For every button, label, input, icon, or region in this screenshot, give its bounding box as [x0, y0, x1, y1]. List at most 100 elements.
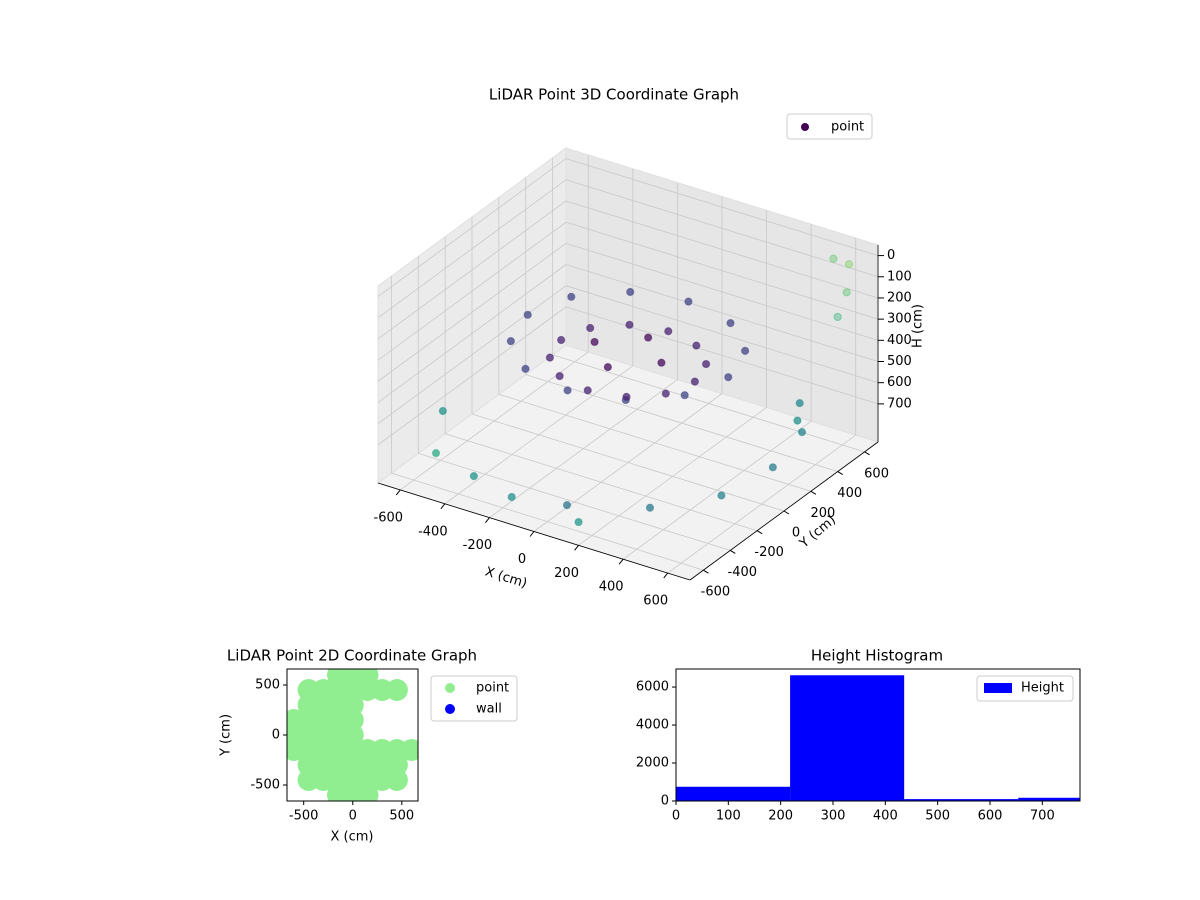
y-tick-label: -200: [754, 545, 784, 560]
grid-line: [565, 179, 879, 278]
point: [833, 312, 842, 322]
point: [657, 358, 666, 367]
x-tick-label: 600: [643, 594, 668, 609]
tick-mark: [485, 517, 490, 523]
grid-line: [471, 413, 785, 512]
tick-mark: [618, 558, 624, 565]
point: [400, 739, 418, 761]
point: [356, 784, 379, 801]
grid-line: [377, 285, 567, 425]
y-tick-label: 0: [792, 526, 800, 541]
point: [469, 472, 478, 481]
grid-line: [565, 285, 879, 384]
point: [431, 449, 441, 458]
point: [590, 337, 599, 347]
x-tick-label: 500: [925, 809, 950, 824]
point: [507, 492, 516, 502]
grid-line: [445, 433, 758, 532]
grid-line: [377, 179, 567, 319]
plot-area: [676, 675, 1080, 801]
grid-line: [377, 243, 567, 382]
grid-line: [565, 264, 879, 362]
point: [680, 391, 689, 400]
x-tick-label: -500: [289, 809, 319, 824]
grid-line: [552, 354, 865, 453]
z-axis-label: H (cm): [911, 304, 926, 348]
x-tick-label: 200: [768, 809, 793, 824]
bar: [904, 799, 1019, 801]
legend-box: [430, 675, 518, 722]
z-tick-label: 0: [887, 248, 895, 263]
legend-marker: [445, 704, 455, 714]
plot-area: [287, 669, 418, 801]
point: [385, 679, 408, 701]
grid-line: [565, 200, 879, 299]
y-tick-label: -600: [701, 585, 731, 600]
y-tick-label: 600: [864, 466, 889, 481]
legend-label: point: [831, 120, 864, 135]
grid-line: [565, 306, 879, 405]
grid-line: [498, 393, 811, 492]
z-tick-label: 400: [887, 333, 912, 348]
tick-mark: [529, 531, 535, 537]
point: [523, 310, 532, 319]
grid-line: [377, 306, 567, 446]
x-tick-label: 0: [518, 552, 526, 567]
y-tick-label: 6000: [636, 680, 669, 695]
y-tick-label: 400: [837, 486, 862, 501]
tick-mark: [730, 549, 736, 554]
x-tick-label: -400: [418, 524, 448, 539]
y-tick-label: 500: [255, 678, 280, 693]
point: [690, 377, 699, 386]
y-axis-line: [689, 441, 879, 581]
grid-line: [565, 242, 879, 341]
x-tick-label: 300: [821, 809, 846, 824]
grid-line: [525, 374, 838, 472]
legend-box: [786, 113, 873, 140]
x-tick-label: 400: [599, 580, 624, 595]
x-tick-label: -600: [374, 510, 404, 525]
tick-mark: [783, 510, 790, 515]
y-axis-label: Y (cm): [219, 714, 234, 757]
point: [692, 341, 701, 350]
point: [644, 333, 653, 342]
point: [574, 517, 583, 527]
grid-line: [377, 221, 567, 361]
tick-mark: [810, 490, 817, 495]
point: [555, 371, 564, 381]
y-tick-label: -500: [250, 778, 280, 793]
axes-frame: [675, 668, 1081, 802]
x-axis-line: [377, 482, 691, 581]
bar: [1018, 797, 1080, 801]
point: [661, 389, 670, 398]
x-tick-label: 600: [978, 809, 1003, 824]
y-tick-label: -400: [728, 565, 758, 580]
grid-line: [391, 472, 704, 571]
point: [438, 406, 447, 416]
legend-label: wall: [476, 702, 502, 717]
point: [795, 398, 804, 408]
x-tick-label: 0: [672, 809, 680, 824]
point: [563, 386, 572, 395]
grid-line: [377, 200, 567, 340]
point: [724, 373, 733, 382]
tick-mark: [395, 489, 401, 496]
y-tick-label: 0: [272, 728, 280, 743]
z-tick-label: 100: [887, 269, 912, 284]
y-tick-label: 4000: [636, 718, 669, 733]
tick-mark: [864, 451, 870, 456]
point: [557, 335, 566, 345]
grid-line: [565, 158, 879, 256]
point: [797, 428, 807, 437]
point: [645, 503, 655, 512]
point: [664, 327, 673, 336]
point: [586, 323, 595, 333]
x-tick-label: 200: [554, 566, 579, 581]
z-tick-label: 500: [887, 354, 912, 369]
z-tick-label: 300: [887, 312, 912, 327]
grid-line: [565, 221, 879, 320]
x-tick-label: 500: [389, 809, 414, 824]
point: [793, 416, 802, 425]
x-axis-label: X (cm): [331, 830, 374, 845]
